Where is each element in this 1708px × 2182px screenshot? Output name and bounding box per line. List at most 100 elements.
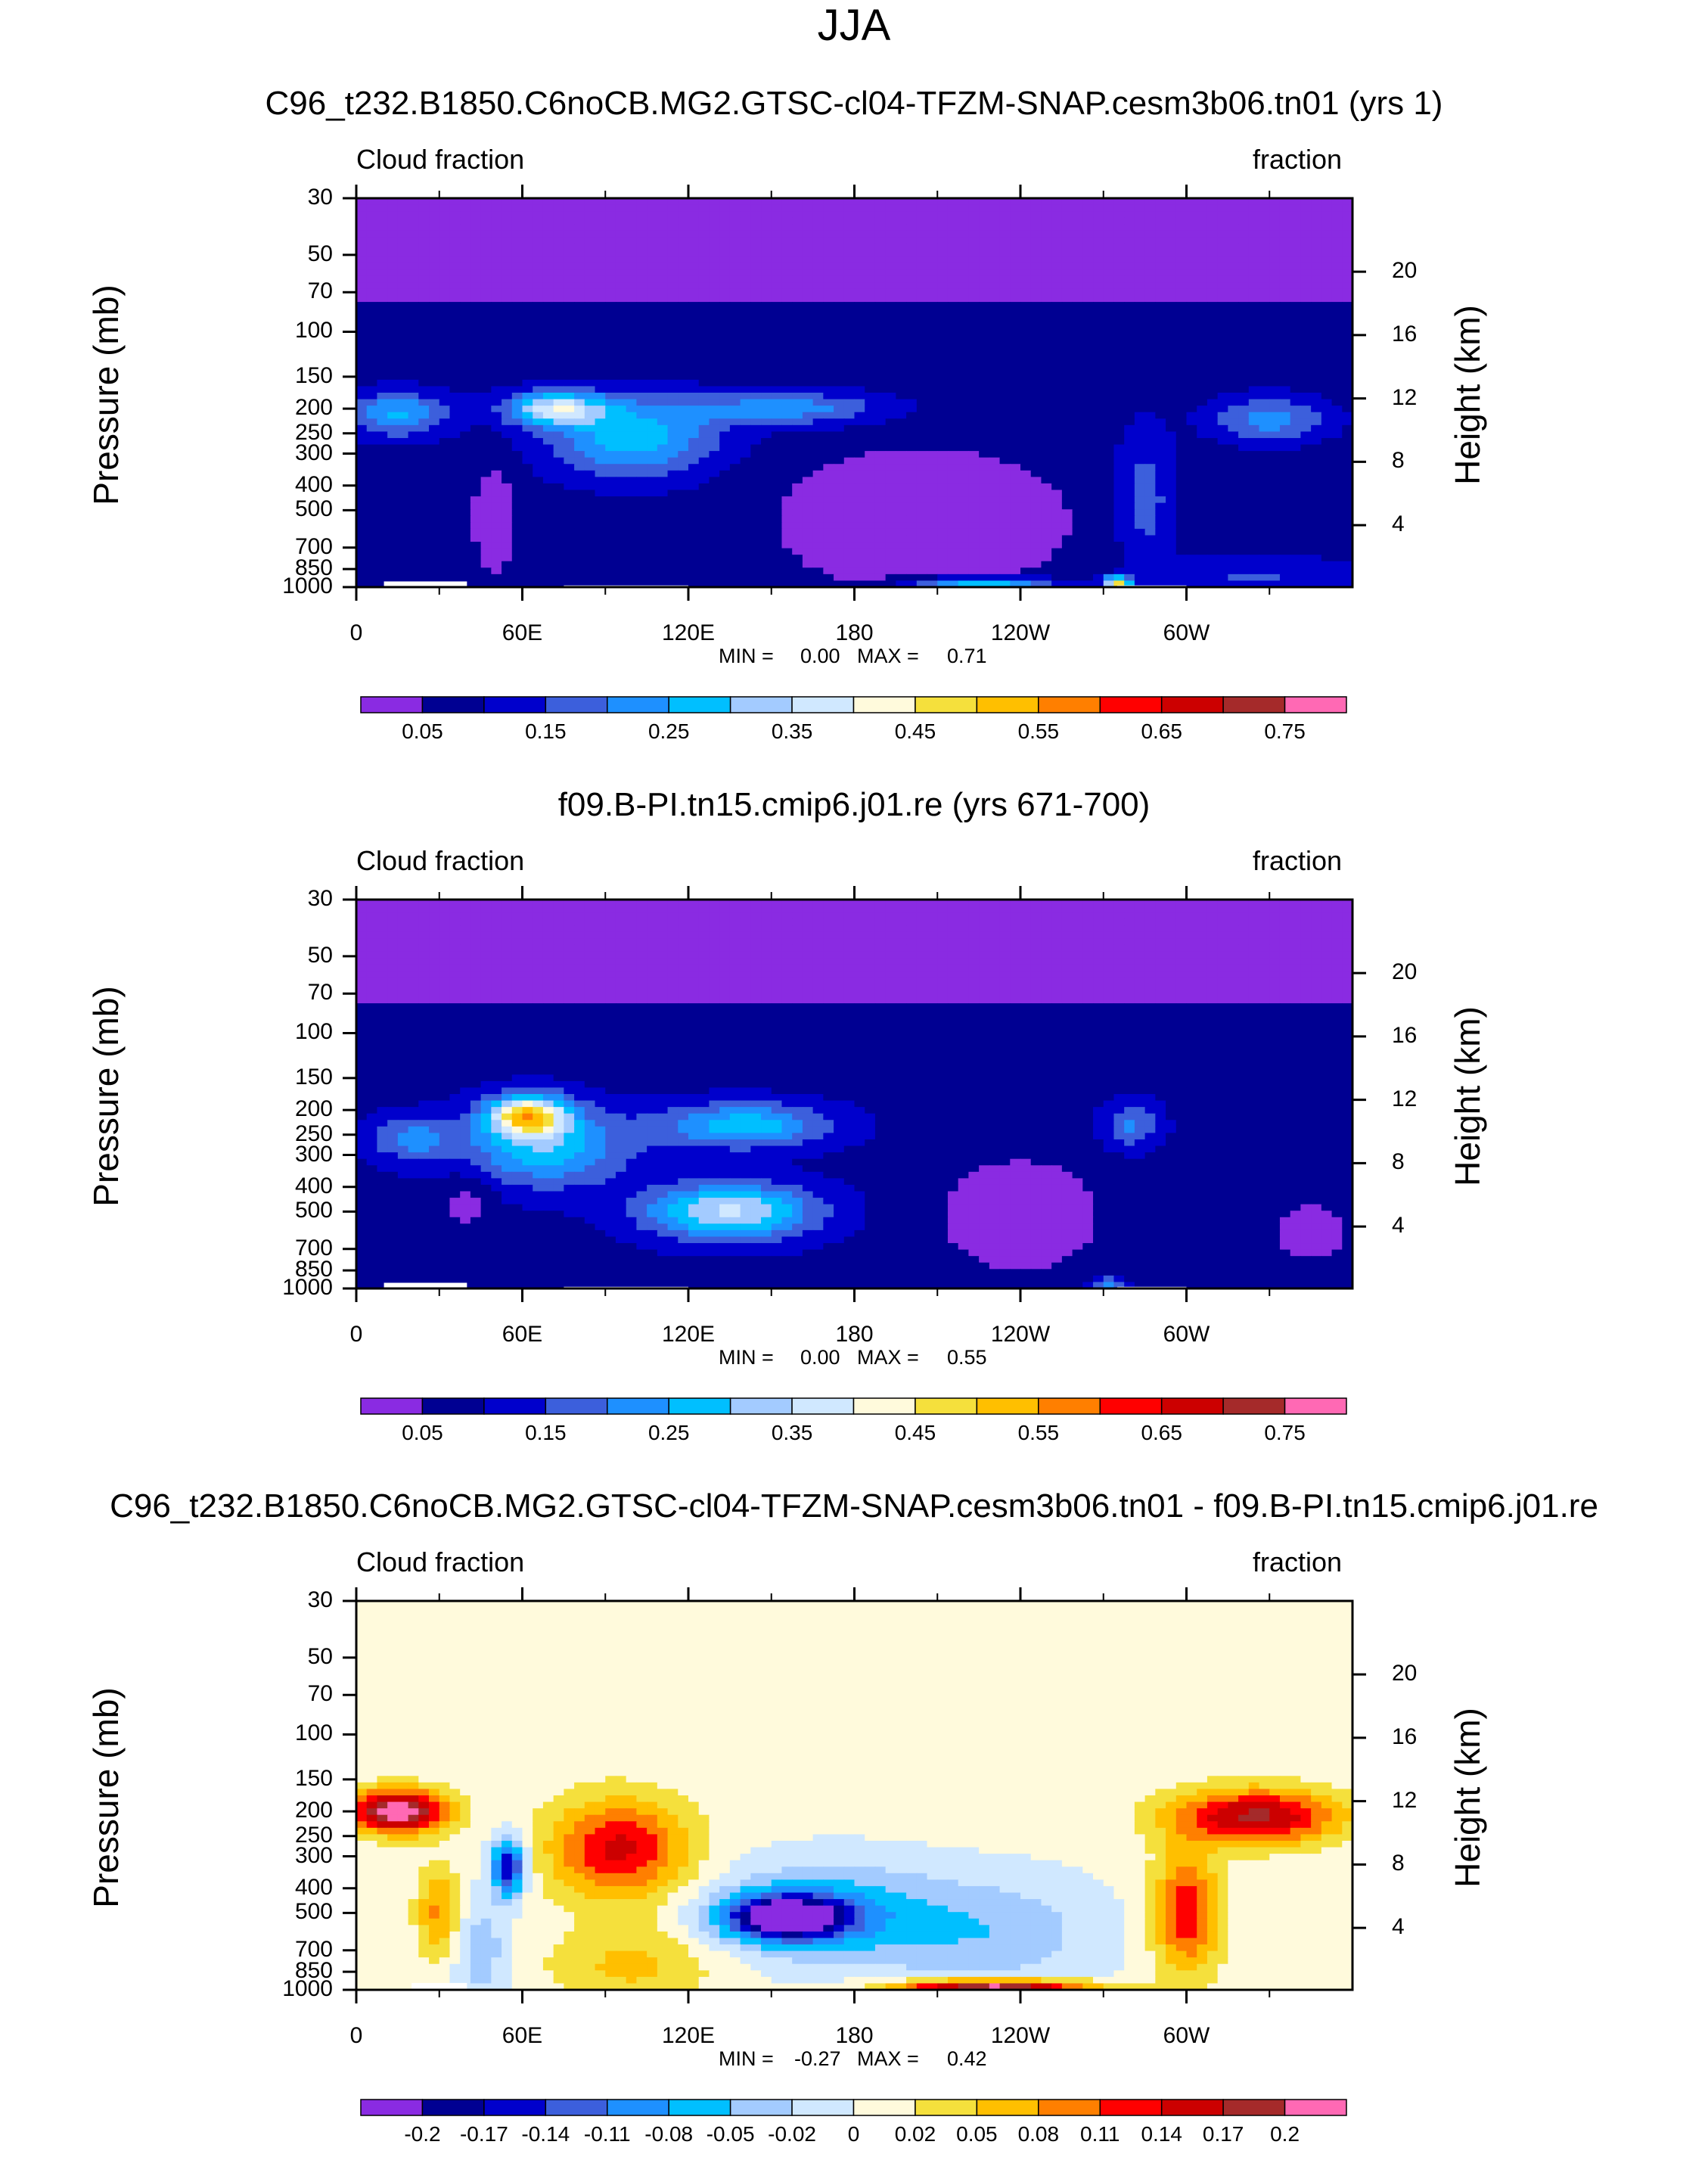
contour-cell	[1342, 399, 1353, 406]
contour-cell	[1072, 250, 1083, 257]
contour-cell	[947, 360, 959, 368]
contour-cell	[1051, 451, 1063, 458]
contour-cell	[709, 406, 720, 413]
contour-cell	[729, 457, 741, 465]
contour-cell	[470, 211, 482, 219]
contour-cell	[792, 509, 803, 517]
contour-cell	[1248, 528, 1260, 536]
contour-cell	[958, 393, 970, 400]
contour-cell	[1228, 243, 1239, 251]
contour-cell	[366, 483, 378, 491]
contour-cell	[958, 470, 970, 477]
contour-cell	[1103, 496, 1115, 504]
contour-cell	[1124, 321, 1135, 328]
contour-cell	[408, 528, 419, 536]
contour-cell	[947, 340, 959, 348]
contour-cell	[1206, 269, 1219, 277]
contour-cell	[968, 406, 980, 413]
contour-cell	[1290, 470, 1302, 477]
contour-cell	[1041, 502, 1052, 510]
contour-cell	[377, 198, 388, 206]
contour-cell	[470, 528, 482, 536]
contour-cell	[1010, 399, 1021, 406]
contour-cell	[460, 412, 471, 419]
contour-cell	[1030, 366, 1042, 374]
contour-cell	[564, 282, 575, 290]
contour-cell	[1041, 288, 1052, 297]
contour-cell	[771, 386, 783, 393]
contour-cell	[823, 334, 834, 342]
contour-cell	[874, 457, 887, 465]
contour-cell	[906, 502, 918, 510]
contour-cell	[366, 269, 378, 277]
contour-cell	[511, 483, 523, 491]
contour-cell	[1248, 198, 1260, 206]
contour-cell	[906, 366, 918, 374]
contour-cell	[1072, 464, 1083, 471]
contour-cell	[761, 308, 772, 315]
contour-cell	[1103, 204, 1115, 212]
contour-cell	[854, 250, 865, 257]
contour-cell	[968, 347, 980, 355]
contour-cell	[1155, 366, 1166, 374]
contour-cell	[1093, 237, 1104, 244]
contour-cell	[584, 282, 596, 290]
contour-cell	[1093, 477, 1104, 484]
contour-cell	[1030, 243, 1042, 251]
contour-cell	[553, 393, 564, 400]
contour-cell	[1342, 275, 1353, 283]
contour-cell	[1124, 302, 1135, 309]
contour-cell	[1321, 483, 1333, 491]
contour-cell	[1186, 386, 1197, 393]
contour-cell	[1124, 282, 1135, 290]
contour-cell	[709, 237, 720, 244]
contour-cell	[657, 256, 669, 264]
contour-cell	[927, 437, 938, 446]
contour-cell	[761, 431, 772, 439]
contour-cell	[698, 211, 710, 219]
contour-cell	[771, 302, 783, 309]
contour-cell	[1300, 211, 1312, 219]
contour-cell	[502, 204, 513, 212]
contour-cell	[865, 406, 876, 413]
contour-cell	[729, 477, 741, 484]
contour-cell	[729, 464, 741, 471]
contour-cell	[542, 393, 554, 400]
contour-cell	[1010, 340, 1021, 348]
contour-cell	[533, 295, 544, 303]
contour-cell	[1103, 457, 1115, 465]
contour-cell	[491, 204, 502, 212]
contour-cell	[812, 399, 824, 406]
contour-cell	[542, 366, 554, 374]
contour-cell	[740, 269, 751, 277]
contour-cell	[802, 412, 814, 419]
contour-cell	[1331, 451, 1343, 458]
contour-cell	[1093, 431, 1104, 439]
contour-cell	[356, 424, 368, 432]
contour-cell	[1082, 204, 1094, 212]
contour-cell	[1206, 340, 1219, 348]
contour-cell	[491, 321, 502, 328]
contour-cell	[1248, 230, 1260, 238]
contour-cell	[429, 515, 440, 523]
contour-cell	[533, 308, 544, 315]
contour-cell	[366, 217, 378, 225]
contour-cell	[968, 464, 980, 471]
contour-cell	[605, 464, 616, 471]
contour-cell	[834, 470, 845, 477]
contour-cell	[615, 406, 627, 413]
contour-cell	[1300, 412, 1312, 419]
contour-cell	[1206, 470, 1219, 477]
contour-cell	[958, 437, 970, 446]
contour-cell	[916, 373, 928, 381]
contour-cell	[1166, 347, 1177, 355]
contour-cell	[1113, 224, 1125, 232]
contour-cell	[522, 515, 533, 523]
contour-cell	[792, 328, 803, 335]
contour-cell	[792, 386, 803, 393]
contour-cell	[1248, 399, 1260, 406]
contour-cell	[1311, 483, 1322, 491]
contour-cell	[896, 509, 907, 517]
contour-cell	[1166, 406, 1177, 413]
contour-cell	[1175, 509, 1188, 517]
